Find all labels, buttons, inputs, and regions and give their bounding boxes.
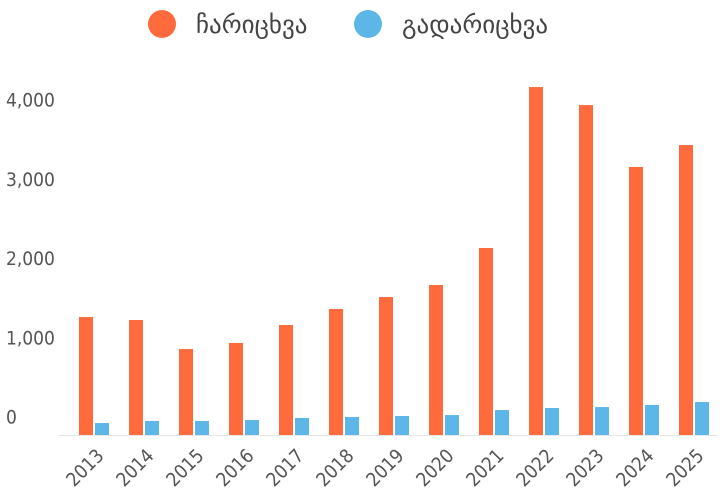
bar (229, 342, 243, 435)
bar (645, 404, 659, 435)
bar (479, 247, 493, 435)
bar (279, 325, 293, 435)
x-tick-label: 2018 (312, 445, 358, 491)
legend-label: ჩარიცხვა (196, 10, 307, 39)
x-tick-label: 2016 (212, 445, 258, 491)
bar (695, 402, 709, 435)
bar (679, 145, 693, 436)
bar (129, 320, 143, 435)
bar (445, 415, 459, 435)
bar (429, 284, 443, 435)
bar (195, 420, 209, 435)
bar (395, 415, 409, 435)
bar (79, 317, 93, 435)
x-tick-label: 2020 (412, 445, 458, 491)
y-tick-label: 1,000 (6, 327, 55, 349)
legend-marker (148, 10, 176, 38)
bar (629, 166, 643, 435)
bar (95, 423, 109, 435)
y-tick-label: 4,000 (6, 90, 55, 112)
bar (245, 420, 259, 435)
legend-marker (354, 10, 382, 38)
x-tick-label: 2015 (162, 445, 208, 491)
y-tick-label: 2,000 (6, 248, 55, 270)
x-tick-label: 2019 (362, 445, 408, 491)
x-tick-label: 2017 (262, 445, 308, 491)
x-tick-label: 2014 (112, 445, 158, 491)
bar (179, 349, 193, 435)
x-tick-label: 2022 (512, 445, 558, 491)
x-tick-label: 2024 (612, 445, 658, 491)
bar (329, 309, 343, 435)
bar (379, 297, 393, 435)
bar (529, 87, 543, 435)
y-tick-label: 0 (6, 407, 17, 429)
x-tick-label: 2021 (462, 445, 508, 491)
y-tick-label: 3,000 (6, 169, 55, 191)
x-tick-label: 2023 (562, 445, 608, 491)
bar (595, 407, 609, 435)
bar (145, 420, 159, 435)
bar (495, 410, 509, 435)
x-tick-label: 2013 (62, 445, 108, 491)
x-tick-label: 2025 (662, 445, 708, 491)
bar (579, 105, 593, 436)
bar (345, 417, 359, 435)
bar (545, 407, 559, 435)
bar (295, 417, 309, 435)
legend-label: გადარიცხვა (402, 10, 548, 39)
